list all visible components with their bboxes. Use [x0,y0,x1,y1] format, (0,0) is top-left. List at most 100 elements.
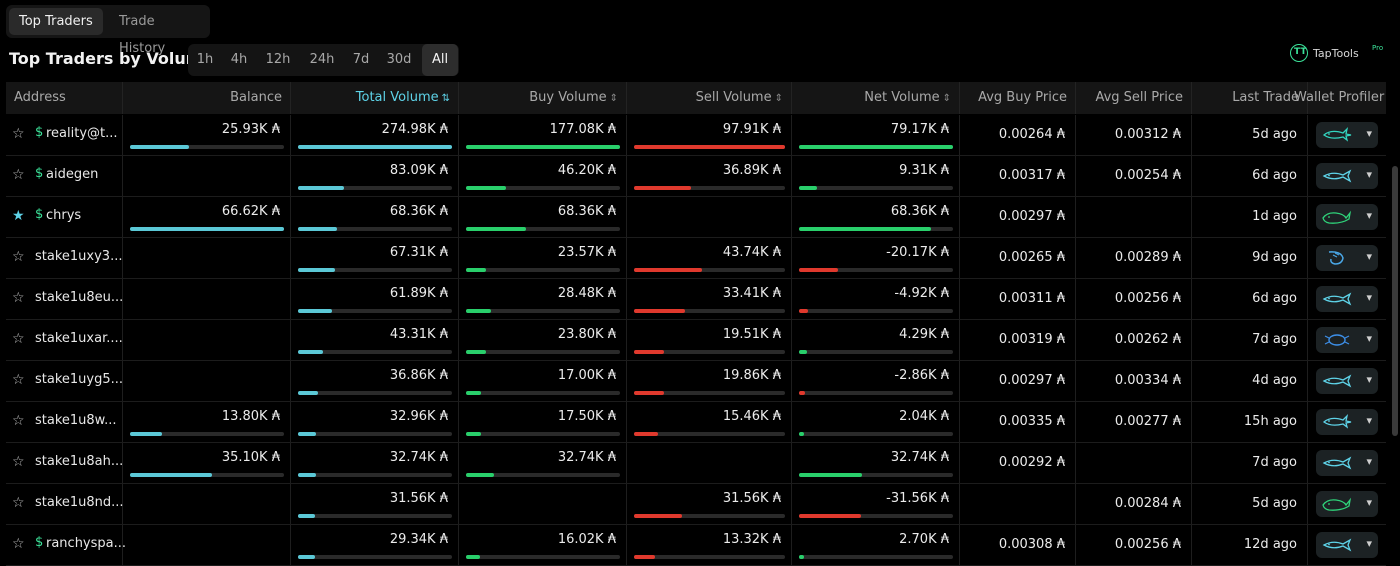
net-bar-fill [799,227,932,231]
sort-icon: ⇕ [609,93,618,104]
buy-volume-cell: 23.57K ₳ [459,238,627,278]
last-cell: 7d ago [1192,320,1308,360]
col-net-volume[interactable]: Net Volume ⇕ [792,82,960,114]
avg-buy-value: 0.00264 ₳ [998,127,1065,142]
table-row[interactable]: ☆ $ reality@t... 25.93K ₳ 274.98K ₳ 177.… [6,115,1386,156]
col-sell-volume[interactable]: Sell Volume ⇕ [627,82,792,114]
avg-sell-value: 0.00289 ₳ [1114,250,1181,265]
tab-trade-history[interactable]: Trade History [119,14,166,56]
handle-dollar-icon: $ [35,166,44,181]
table-row[interactable]: ☆ $ ranchyspa... 29.34K ₳ 16.02K ₳ 13.32… [6,525,1386,566]
table-row[interactable]: ☆ stake1u8w... 13.80K ₳ 32.96K ₳ 17.50K … [6,402,1386,443]
address-cell: ☆ stake1uxar.... [6,320,123,360]
col-balance[interactable]: Balance [123,82,291,114]
table-row[interactable]: ★ $ chrys 66.62K ₳ 68.36K ₳ 68.36K ₳ 68.… [6,197,1386,238]
address-cell: ☆ stake1uyg5... [6,361,123,401]
sell-bar-track [634,145,785,149]
wallet-address[interactable]: stake1u8eu... [35,290,124,305]
table-row[interactable]: ☆ stake1uxy3... 67.31K ₳ 23.57K ₳ 43.74K… [6,238,1386,279]
wallet-address[interactable]: stake1u8w... [35,413,117,428]
table-row[interactable]: ☆ stake1uxar.... 43.31K ₳ 23.80K ₳ 19.51… [6,320,1386,361]
col-buy-volume[interactable]: Buy Volume ⇕ [459,82,627,114]
wallet-profiler-dropdown[interactable]: ▾ [1316,368,1378,394]
timeframe-4h[interactable]: 4h [230,52,248,67]
avg-buy-cell: 0.00264 ₳ [960,115,1076,155]
wallet-address[interactable]: reality@t... [46,126,118,141]
total-value: 68.36K ₳ [389,204,448,219]
balance-volume-cell [123,484,291,524]
avg-sell-cell [1076,197,1192,237]
table-row[interactable]: ☆ stake1u8eu... 61.89K ₳ 28.48K ₳ 33.41K… [6,279,1386,320]
star-filled-icon[interactable]: ★ [12,208,25,224]
net-bar-track [799,227,953,231]
timeframe-24h[interactable]: 24h [309,52,335,67]
wallet-profiler-dropdown[interactable]: ▾ [1316,409,1378,435]
avg-buy-value: 0.00311 ₳ [998,291,1065,306]
wallet-address[interactable]: chrys [46,208,82,223]
timeframe-1h[interactable]: 1h [196,52,214,67]
table-row[interactable]: ☆ $ aidegen 83.09K ₳ 46.20K ₳ 36.89K ₳ 9… [6,156,1386,197]
timeframe-all[interactable]: All [422,44,458,76]
wallet-address[interactable]: stake1uyg5... [35,372,124,387]
wallet-profiler-dropdown[interactable]: ▾ [1316,122,1378,148]
buy-volume-cell: 17.00K ₳ [459,361,627,401]
total-volume-cell: 68.36K ₳ [291,197,459,237]
buy-bar-track [466,555,620,559]
profiler-cell: ▾ [1308,156,1386,196]
wallet-profiler-dropdown[interactable]: ▾ [1316,327,1378,353]
last-cell: 12d ago [1192,525,1308,565]
tab-top-traders[interactable]: Top Traders [9,8,103,35]
timeframe-12h[interactable]: 12h [265,52,291,67]
star-outline-icon[interactable]: ☆ [12,331,25,347]
net-volume-cell: 2.70K ₳ [792,525,960,565]
timeframe-30d[interactable]: 30d [386,52,412,67]
star-outline-icon[interactable]: ☆ [12,126,25,142]
sell-volume-cell: 36.89K ₳ [627,156,792,196]
wallet-address[interactable]: ranchyspa... [46,536,127,551]
scrollbar[interactable] [1392,166,1398,436]
wallet-profiler-dropdown[interactable]: ▾ [1316,450,1378,476]
wallet-profiler-dropdown[interactable]: ▾ [1316,163,1378,189]
balance-volume-cell: 13.80K ₳ [123,402,291,442]
wallet-profiler-dropdown[interactable]: ▾ [1316,532,1378,558]
star-outline-icon[interactable]: ☆ [12,413,25,429]
address-cell: ☆ stake1u8w... [6,402,123,442]
star-outline-icon[interactable]: ☆ [12,536,25,552]
star-outline-icon[interactable]: ☆ [12,454,25,470]
last-cell: 6d ago [1192,156,1308,196]
table-row[interactable]: ☆ stake1u8ah... 35.10K ₳ 32.74K ₳ 32.74K… [6,443,1386,484]
col-total-volume[interactable]: Total Volume ⇅ [291,82,459,114]
net-value: 4.29K ₳ [899,327,949,342]
wallet-address[interactable]: stake1u8nd... [35,495,124,510]
total-volume-cell: 43.31K ₳ [291,320,459,360]
timeframe-7d[interactable]: 7d [352,52,370,67]
sell-volume-cell [627,197,792,237]
avg-buy-cell: 0.00335 ₳ [960,402,1076,442]
sell-bar-track [634,432,785,436]
chevron-down-icon: ▾ [1366,168,1372,181]
wallet-address[interactable]: stake1u8ah... [35,454,124,469]
chevron-down-icon: ▾ [1366,332,1372,345]
wallet-address[interactable]: stake1uxy3... [35,249,123,264]
star-outline-icon[interactable]: ☆ [12,290,25,306]
avg-buy-value: 0.00292 ₳ [998,455,1065,470]
wallet-address[interactable]: stake1uxar.... [35,331,123,346]
table-row[interactable]: ☆ stake1uyg5... 36.86K ₳ 17.00K ₳ 19.86K… [6,361,1386,402]
net-volume-cell: 68.36K ₳ [792,197,960,237]
star-outline-icon[interactable]: ☆ [12,167,25,183]
sell-value: 43.74K ₳ [722,245,781,260]
wallet-profiler-dropdown[interactable]: ▾ [1316,204,1378,230]
star-outline-icon[interactable]: ☆ [12,249,25,265]
net-value: 2.70K ₳ [899,532,949,547]
table-row[interactable]: ☆ stake1u8nd... 31.56K ₳ 31.56K ₳ -31.56… [6,484,1386,525]
wallet-profiler-dropdown[interactable]: ▾ [1316,286,1378,312]
star-outline-icon[interactable]: ☆ [12,372,25,388]
wallet-address[interactable]: aidegen [46,167,99,182]
balance-value: 66.62K ₳ [221,204,280,219]
avg-buy-cell: 0.00297 ₳ [960,197,1076,237]
fish-icon [1322,292,1352,306]
wallet-profiler-dropdown[interactable]: ▾ [1316,491,1378,517]
wallet-profiler-dropdown[interactable]: ▾ [1316,245,1378,271]
buy-bar-fill [466,309,491,313]
star-outline-icon[interactable]: ☆ [12,495,25,511]
